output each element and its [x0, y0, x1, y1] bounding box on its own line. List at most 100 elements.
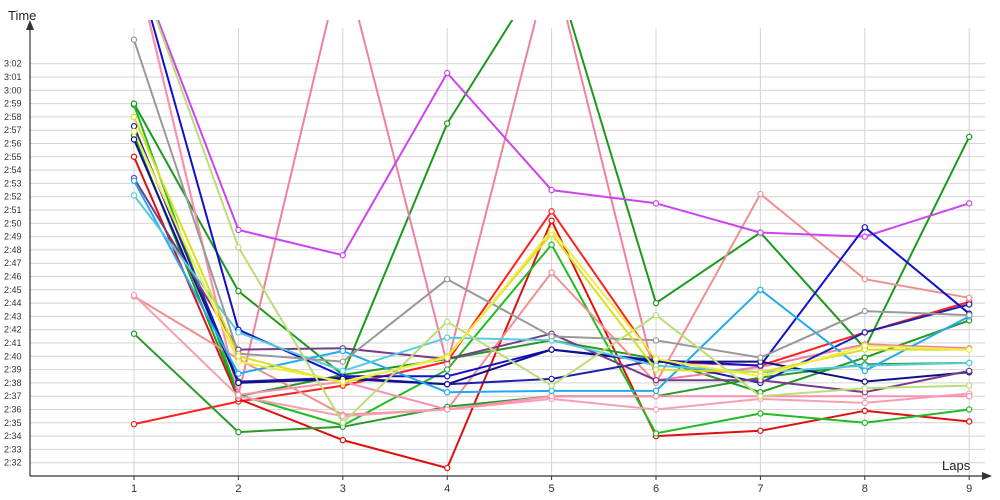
data-point — [966, 393, 973, 400]
data-point — [130, 192, 138, 199]
y-tick-label: 2:38 — [4, 378, 22, 388]
data-point — [339, 358, 346, 365]
data-point — [861, 307, 869, 315]
y-tick-label: 2:43 — [4, 311, 22, 321]
data-point — [130, 36, 138, 43]
series-line — [133, 20, 971, 376]
data-point — [757, 229, 764, 236]
y-tick-label: 2:35 — [4, 418, 22, 428]
data-point — [861, 275, 869, 283]
y-tick-label: 2:34 — [4, 431, 22, 441]
data-point — [652, 406, 660, 413]
y-tick-label: 2:54 — [4, 165, 22, 175]
x-tick-label: 1 — [131, 483, 137, 495]
data-point — [548, 269, 555, 276]
data-point — [339, 347, 346, 355]
data-point — [966, 301, 973, 308]
data-point — [757, 427, 764, 434]
data-point — [444, 361, 451, 368]
data-point — [130, 123, 138, 130]
x-tick-label: 6 — [653, 483, 659, 495]
y-tick-label: 2:59 — [4, 99, 22, 109]
x-tick-label: 5 — [549, 483, 555, 495]
data-point — [130, 420, 138, 428]
y-tick-label: 2:46 — [4, 272, 22, 282]
data-point — [861, 385, 869, 392]
data-point — [235, 226, 242, 234]
y-tick-label: 2:37 — [4, 391, 22, 401]
data-point — [339, 412, 346, 420]
data-point — [548, 346, 555, 353]
data-point — [444, 354, 451, 361]
data-point — [444, 381, 451, 388]
data-point — [339, 367, 346, 375]
data-point — [235, 370, 242, 377]
data-point — [548, 208, 555, 215]
data-point — [130, 330, 138, 337]
y-tick-label: 2:53 — [4, 178, 22, 188]
x-tick-label: 7 — [757, 483, 763, 495]
data-point — [652, 337, 660, 344]
y-tick-label: 2:32 — [4, 458, 22, 468]
data-point — [861, 367, 869, 375]
y-tick-label: 2:41 — [4, 338, 22, 348]
data-points — [130, 36, 973, 472]
data-point — [652, 366, 660, 373]
data-point — [444, 275, 451, 283]
data-point — [861, 407, 869, 415]
data-point — [130, 136, 138, 143]
data-point — [861, 329, 869, 336]
data-point — [861, 419, 869, 426]
data-point — [861, 224, 869, 231]
data-point — [861, 354, 869, 361]
data-point — [757, 354, 764, 361]
data-point — [548, 375, 555, 383]
data-point — [130, 291, 138, 299]
data-point — [757, 373, 764, 380]
data-point — [235, 329, 242, 336]
data-point — [966, 418, 973, 425]
data-point — [757, 190, 764, 198]
data-point — [548, 333, 555, 340]
data-point — [339, 378, 346, 385]
y-tick-label: 3:00 — [4, 85, 22, 95]
y-tick-label: 3:02 — [4, 59, 22, 69]
data-point — [966, 294, 973, 301]
data-point — [966, 311, 973, 319]
data-point — [235, 358, 242, 365]
data-point — [861, 399, 869, 407]
y-tick-label: 2:47 — [4, 258, 22, 268]
data-point — [652, 430, 660, 437]
data-point — [444, 389, 451, 396]
x-tick-label: 4 — [444, 483, 450, 495]
data-point — [130, 153, 138, 160]
y-tick-label: 2:39 — [4, 365, 22, 375]
data-point — [339, 419, 346, 426]
data-point — [444, 373, 451, 380]
data-point — [966, 359, 973, 367]
y-tick-label: 2:48 — [4, 245, 22, 255]
y-tick-label: 2:42 — [4, 325, 22, 335]
data-point — [652, 393, 660, 400]
data-point — [444, 464, 451, 472]
y-tick-label: 2:52 — [4, 192, 22, 202]
series-line — [147, 20, 970, 396]
data-point — [235, 391, 242, 399]
x-axis-arrow — [982, 472, 992, 480]
data-point — [652, 299, 660, 307]
data-point — [444, 318, 451, 325]
data-point — [548, 186, 555, 194]
x-axis-title: Laps — [942, 458, 971, 473]
data-point — [444, 366, 451, 373]
data-point — [235, 353, 242, 360]
data-point — [966, 367, 973, 375]
y-tick-label: 2:50 — [4, 218, 22, 228]
data-point — [548, 226, 555, 234]
y-tick-label: 2:51 — [4, 205, 22, 215]
y-tick-label: 2:56 — [4, 139, 22, 149]
y-tick-label: 2:49 — [4, 232, 22, 242]
y-tick-label: 2:36 — [4, 405, 22, 415]
y-tick-label: 2:33 — [4, 444, 22, 454]
